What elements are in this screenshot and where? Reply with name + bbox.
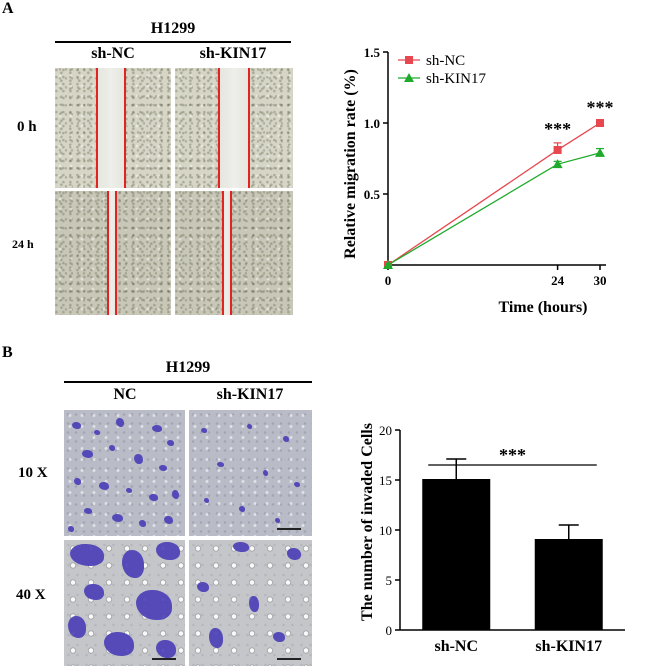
panel-b-letter: B [2,344,13,361]
scratch-image-sh-nc-0h [55,68,171,188]
invasion-bar-chart: The number of invaded Cells 0 5 10 15 20 sh-… [359,423,625,655]
scratch-edge-line [230,191,232,315]
legend-marker-triangle [404,73,414,82]
line-point-triangle [383,260,393,269]
line-chart-axes [387,52,606,266]
line-chart-x-tick-label: 0 [385,273,392,288]
scratch-edge-line [218,68,220,188]
transwell-image-sh-kin17-40x [189,540,312,666]
line-chart-ticks: 0.5 1.0 1.5 0 24 30 [364,45,607,288]
line-chart-annotations: *** *** [544,98,613,139]
line-series-0 [387,122,601,266]
line-chart-x-tick-label: 30 [594,273,607,288]
transwell-image-sh-kin17-10x [189,410,312,536]
panel-a-col-label-sh-kin17: sh-KIN17 [199,45,267,62]
panel-b-group-title: H1299 [165,359,211,376]
line-chart-legend: sh-NC sh-KIN17 [398,53,486,87]
legend-marker-square [405,56,413,64]
bar-sh-KIN17 [534,539,603,630]
scratch-image-sh-nc-24h [55,191,171,315]
scratch-image-sh-kin17-24h [175,191,293,315]
scratch-edge-line [124,68,126,188]
migration-line-chart: Relative migration rate (%) Time (hours)… [342,45,614,316]
bar-chart-bars: sh-NC sh-KIN17 [422,458,603,655]
bar-category-label: sh-NC [434,638,478,655]
scratch-edge-line [248,68,250,188]
bar-chart-y-tick-label: 5 [386,573,393,588]
line-series-1 [387,152,601,266]
bar-chart-y-tick-label: 10 [379,523,392,538]
line-significance-label: *** [544,119,571,139]
panel-a-group-title: H1299 [150,20,196,37]
legend-label-0: sh-NC [426,53,465,69]
scale-bar [277,528,301,530]
scale-bar [277,658,301,660]
line-chart-x-tick-label: 24 [551,273,565,288]
line-chart-series [383,119,605,269]
line-chart-y-tick-label: 1.5 [364,45,381,60]
bar-chart-y-tick-label: 15 [379,473,392,488]
bar-chart-significance: *** [428,445,597,466]
scratch-image-sh-kin17-0h [175,68,293,188]
line-point-square [596,119,604,127]
panel-a-row-label-24h: 24 h [12,237,34,251]
panel-b-col-label-sh-kin17: sh-KIN17 [216,386,284,403]
line-point-triangle [595,147,605,157]
line-significance-label: *** [587,98,614,118]
bar-category-label: sh-KIN17 [535,638,602,655]
line-point-square [553,145,562,154]
panel-b-col-label-nc: NC [113,386,137,403]
panel-b-group-rule [64,381,312,383]
bar-sh-NC [422,479,491,630]
panel-a-row-label-0h: 0 h [17,119,37,135]
line-chart-y-tick-label: 1.0 [364,116,380,131]
transwell-image-nc-40x [64,540,185,666]
panel-a-group-rule [55,41,291,43]
line-point-triangle [552,159,563,169]
scratch-edge-line [115,191,117,315]
legend-label-1: sh-KIN17 [426,71,486,87]
line-chart-xlabel: Time (hours) [498,299,587,316]
scale-bar [152,658,176,660]
bar-chart-ticks: 0 5 10 15 20 [379,423,400,638]
line-chart-y-tick-label: 0.5 [364,187,381,202]
bar-significance-label: *** [499,445,526,465]
bar-chart-y-tick-label: 0 [386,623,393,638]
scratch-edge-line [96,68,98,188]
transwell-image-nc-10x [64,410,185,536]
panel-a-letter: A [2,0,14,17]
panel-b-row-label-10x: 10 X [18,465,48,481]
line-chart-ylabel: Relative migration rate (%) [342,69,359,259]
panel-a-col-label-sh-nc: sh-NC [91,45,135,62]
panel-b-row-label-40x: 40 X [16,587,46,603]
bar-chart-y-tick-label: 20 [379,423,392,438]
bar-chart-ylabel: The number of invaded Cells [359,423,376,621]
scratch-edge-line [107,191,109,315]
scratch-edge-line [222,191,224,315]
